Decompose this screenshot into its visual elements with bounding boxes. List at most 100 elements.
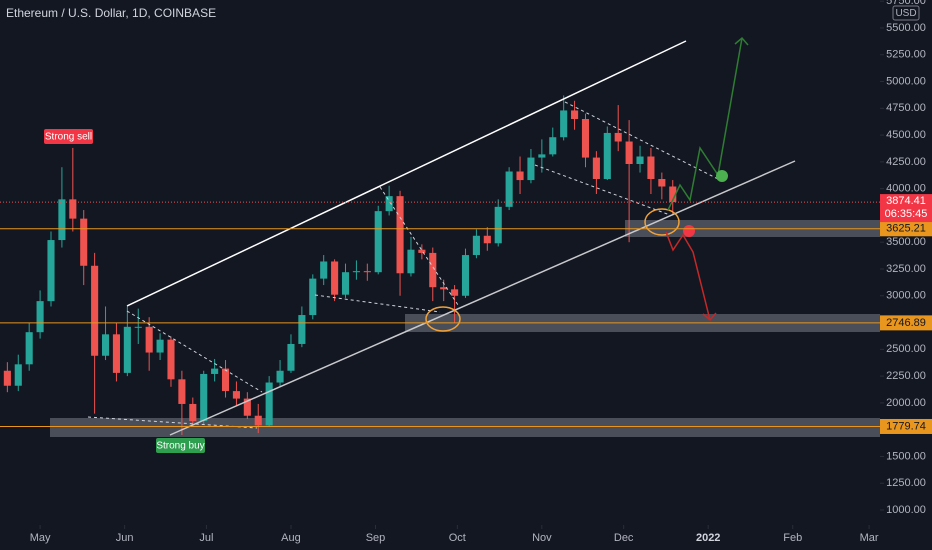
x-tick-label: Dec — [614, 532, 634, 544]
candles — [3, 95, 677, 436]
bull-path — [667, 37, 743, 211]
x-tick-label: Jul — [199, 532, 213, 544]
x-tick-label: Oct — [449, 532, 466, 544]
bull-marker — [716, 170, 728, 182]
y-tick-label: 2000.00 — [886, 397, 926, 409]
y-tick-label: 5750.00 — [886, 0, 926, 7]
candle-body — [3, 370, 11, 386]
candle-body — [178, 379, 186, 404]
candle-body — [36, 301, 44, 333]
candle-body — [123, 326, 131, 373]
level-label: 1779.74 — [886, 420, 926, 432]
level-label-box — [880, 315, 932, 331]
candle-body — [80, 218, 88, 266]
channel-bottom — [169, 160, 796, 436]
candle-body — [385, 196, 393, 212]
candle-body — [516, 171, 524, 181]
candle-body — [211, 368, 219, 374]
countdown: 06:35:45 — [885, 208, 928, 220]
candle-body — [331, 261, 339, 295]
highlight-circle — [425, 306, 461, 332]
y-tick-label: 1000.00 — [886, 504, 926, 516]
candle-body — [14, 364, 22, 386]
bear-marker — [683, 225, 695, 237]
candle-body — [581, 119, 590, 158]
highlight-circle — [644, 208, 680, 236]
candle-body — [276, 370, 284, 383]
y-tick-label: 2250.00 — [886, 370, 926, 382]
y-tick-label: 5250.00 — [886, 49, 926, 61]
y-tick-label: 2500.00 — [886, 343, 926, 355]
candle-body — [69, 199, 77, 219]
candle-body — [472, 235, 480, 256]
candle-body — [669, 186, 677, 203]
candle-body — [527, 157, 535, 181]
level-label-box — [880, 418, 932, 434]
currency-box — [892, 5, 920, 21]
y-tick-label: 3500.00 — [886, 236, 926, 248]
last-price-label: 3874.41 — [886, 195, 926, 207]
candle-body — [549, 137, 557, 155]
candle-body — [58, 199, 66, 241]
candle-body — [538, 154, 546, 158]
candle-body — [440, 287, 448, 290]
chart-title: Ethereum / U.S. Dollar, 1D, COINBASE — [6, 6, 216, 20]
candle-body — [505, 171, 513, 207]
support-zone — [50, 418, 880, 437]
candle-body — [200, 373, 208, 422]
candle-body — [112, 334, 120, 373]
candle-body — [451, 289, 459, 296]
candle-body — [461, 255, 470, 296]
candle-body — [189, 403, 197, 422]
candle-body — [571, 110, 579, 120]
candle-body — [243, 398, 251, 416]
candle-body — [407, 249, 415, 274]
candle-body — [483, 235, 491, 244]
channel-top — [126, 40, 687, 307]
y-tick-label: 3000.00 — [886, 290, 926, 302]
candle-body — [494, 206, 502, 244]
candle-body — [647, 156, 655, 179]
y-tick-label: 5500.00 — [886, 22, 926, 34]
candle-body — [134, 326, 142, 328]
bear-arrowhead — [702, 312, 717, 322]
candle-body — [560, 110, 568, 138]
candle-body — [658, 178, 666, 187]
candle-body — [232, 391, 240, 399]
candle-body — [352, 271, 360, 273]
candle-body — [25, 332, 33, 365]
candle-body — [221, 368, 230, 392]
candle-body — [298, 315, 306, 344]
candle-body — [429, 252, 437, 288]
candle-body — [592, 157, 600, 179]
currency: USD — [895, 8, 916, 19]
x-tick-label: Nov — [532, 532, 552, 544]
candle-body — [636, 156, 644, 165]
candle-body — [418, 249, 426, 253]
bear-path — [665, 231, 711, 321]
y-tick-label: 4000.00 — [886, 183, 926, 195]
candle-body — [254, 415, 262, 426]
y-tick-label: 5000.00 — [886, 75, 926, 87]
candle-body — [374, 211, 382, 273]
y-tick-label: 4250.00 — [886, 156, 926, 168]
x-tick-label: Feb — [783, 532, 802, 544]
level-label: 3625.21 — [886, 223, 926, 235]
y-tick-label: 4750.00 — [886, 102, 926, 114]
y-tick-label: 4500.00 — [886, 129, 926, 141]
candle-body — [341, 272, 350, 295]
last-price-box — [880, 194, 932, 223]
candle-body — [156, 339, 164, 353]
candle-body — [614, 132, 622, 142]
x-tick-label: Jun — [116, 532, 134, 544]
annotation-box — [156, 438, 205, 453]
candle-body — [101, 334, 110, 356]
candle-body — [396, 196, 404, 274]
x-tick-label: Mar — [860, 532, 879, 544]
y-tick-label: 1250.00 — [886, 477, 926, 489]
x-tick-label: Aug — [281, 532, 301, 544]
x-tick-label: Sep — [366, 532, 386, 544]
x-tick-label: 2022 — [696, 532, 720, 544]
level-label: 2746.89 — [886, 317, 926, 329]
